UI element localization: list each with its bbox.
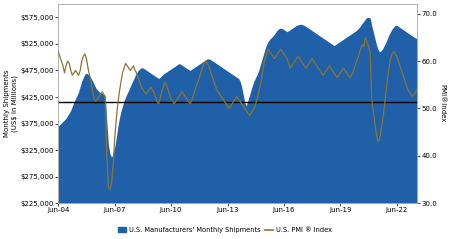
Legend: U.S. Manufacturers' Monthly Shipments, U.S. PMI ® Index: U.S. Manufacturers' Monthly Shipments, U… xyxy=(115,224,335,236)
Y-axis label: PMI®Index: PMI®Index xyxy=(440,84,446,123)
Y-axis label: Monthly Shipments
(US$ in Millions): Monthly Shipments (US$ in Millions) xyxy=(4,70,18,137)
